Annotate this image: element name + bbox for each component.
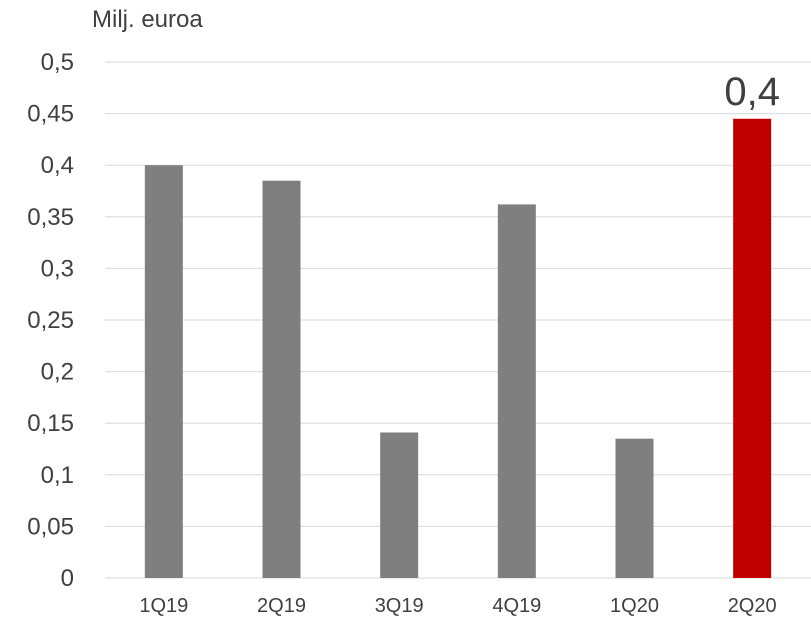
bar-2q20	[733, 118, 772, 578]
y-tick-label: 0,3	[41, 255, 74, 282]
bar-2q19	[262, 180, 301, 578]
y-tick-label: 0,25	[27, 307, 74, 334]
y-tick-label: 0,2	[41, 359, 74, 386]
y-tick-label: 0,4	[41, 152, 74, 179]
y-tick-label: 0,5	[41, 49, 74, 76]
x-tick-label: 2Q19	[257, 595, 306, 617]
y-tick-label: 0,45	[27, 101, 74, 128]
y-tick-label: 0,1	[41, 462, 74, 489]
bar-1q19	[144, 165, 183, 578]
y-tick-label: 0	[61, 565, 74, 592]
bar-1q20	[615, 438, 654, 578]
y-tick-label: 0,05	[27, 513, 74, 540]
x-tick-label: 1Q20	[610, 595, 659, 617]
y-tick-label: 0,15	[27, 410, 74, 437]
x-tick-label: 2Q20	[728, 595, 777, 617]
x-tick-label: 1Q19	[139, 595, 188, 617]
bar-3q19	[380, 432, 419, 578]
data-label: 0,4	[724, 70, 780, 114]
x-tick-label: 3Q19	[375, 595, 424, 617]
y-tick-label: 0,35	[27, 204, 74, 231]
x-tick-label: 4Q19	[492, 595, 541, 617]
bar-4q19	[497, 204, 536, 578]
unit-label: Milj. euroa	[92, 6, 203, 33]
